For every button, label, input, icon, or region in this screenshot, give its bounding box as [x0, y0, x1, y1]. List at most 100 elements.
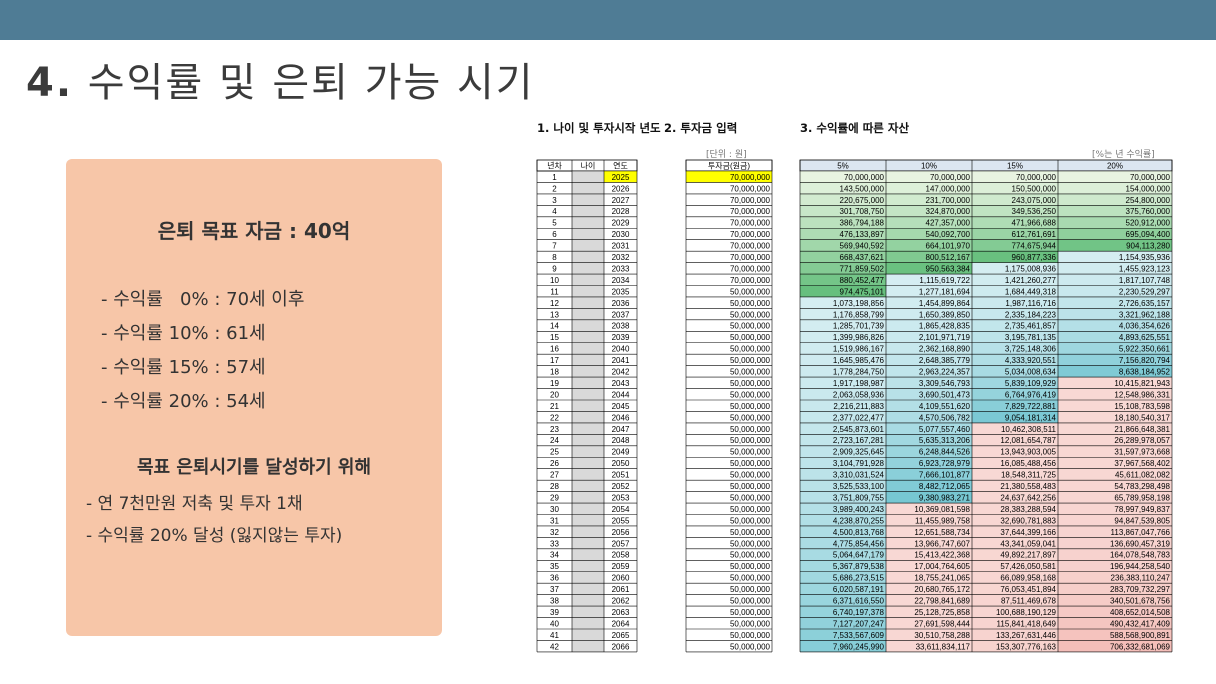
invest-cell: 50,000,000	[730, 413, 771, 422]
invest-cell: 50,000,000	[730, 562, 771, 571]
summary-panel: 은퇴 목표 자금 : 40억 - 수익률 0% : 70세 이후 - 수익률 1…	[66, 159, 442, 636]
rate-cell-bg	[1058, 274, 1172, 286]
rate-cell-bg	[1058, 503, 1172, 515]
rate-cell-bg	[800, 228, 886, 240]
rate-cell-bg	[800, 171, 886, 183]
rate-cell-bg	[1058, 193, 1172, 206]
asset-cell-20%: 65,789,958,198	[1114, 493, 1170, 502]
asset-cell-10%: 3,309,546,793	[919, 379, 971, 388]
asset-cell-15%: 133,267,631,446	[996, 631, 1057, 640]
asset-cell-5%: 569,940,592	[840, 242, 885, 251]
rate-cell-bg	[886, 262, 972, 275]
rate-cell-bg	[886, 251, 972, 263]
asset-cell-10%: 231,700,000	[926, 196, 971, 205]
rate-cell-bg	[886, 514, 972, 526]
asset-cell-10%: 70,000,000	[930, 173, 971, 182]
rate-cell-bg	[1058, 606, 1172, 618]
asset-cell-5%: 4,238,870,255	[833, 516, 885, 525]
asset-cell-15%: 2,335,184,223	[1005, 310, 1057, 319]
left-header-0: 년차	[547, 161, 562, 171]
rate-cell-bg	[800, 491, 886, 504]
asset-cell-15%: 18,548,311,725	[1001, 471, 1057, 480]
rate-cell-bg	[972, 606, 1058, 618]
asset-cell-5%: 5,367,879,538	[833, 562, 885, 571]
rate-cell-bg	[972, 548, 1058, 561]
year-cell: 2030	[612, 230, 630, 239]
asset-cell-5%: 6,020,587,191	[833, 585, 885, 594]
year-index-cell: 13	[550, 310, 559, 319]
asset-cell-10%: 1,277,181,694	[919, 287, 971, 296]
asset-cell-15%: 87,511,469,678	[1001, 597, 1057, 606]
asset-cell-10%: 11,455,989,758	[915, 516, 971, 525]
asset-cell-10%: 427,357,000	[926, 219, 971, 228]
rate-cell-bg	[800, 514, 886, 526]
rate-cell-bg	[800, 457, 886, 469]
year-cell: 2057	[612, 539, 630, 548]
asset-cell-15%: 115,841,418,649	[997, 619, 1057, 628]
rate-cell-bg	[886, 606, 972, 618]
rate-cell-bg	[972, 491, 1058, 504]
rate-cell-bg	[800, 617, 886, 629]
year-index-cell: 7	[552, 242, 557, 251]
year-index-cell: 3	[552, 196, 557, 205]
year-cell: 2049	[612, 448, 630, 457]
asset-cell-15%: 43,341,059,041	[1000, 539, 1056, 548]
rate-cell-bg	[886, 377, 972, 389]
asset-cell-10%: 25,128,725,858	[914, 608, 970, 617]
rate-cell-bg	[972, 594, 1058, 607]
asset-cell-20%: 283,709,732,297	[1110, 585, 1171, 594]
asset-cell-20%: 12,548,986,331	[1114, 390, 1170, 399]
year-index-cell: 10	[550, 276, 559, 285]
rate-cell-bg	[972, 239, 1058, 252]
year-index-cell: 8	[552, 253, 557, 262]
rate-cell-bg	[886, 388, 972, 400]
asset-cell-5%: 2,377,022,477	[833, 413, 885, 422]
invest-cell: 50,000,000	[730, 493, 771, 502]
year-cell: 2042	[612, 368, 630, 377]
asset-cell-10%: 1,454,899,864	[919, 299, 971, 308]
invest-cell: 70,000,000	[730, 219, 771, 228]
asset-cell-20%: 340,501,678,756	[1110, 597, 1171, 606]
rate-cell-bg	[1058, 228, 1172, 240]
rate-cell-bg	[800, 342, 886, 355]
asset-cell-5%: 301,708,750	[840, 207, 885, 216]
asset-cell-15%: 76,053,451,894	[1000, 585, 1056, 594]
year-cell: 2066	[612, 642, 630, 651]
asset-cell-10%: 9,380,983,271	[919, 493, 971, 502]
invest-cell: 50,000,000	[730, 299, 771, 308]
retire-item-15: - 수익률 15% : 57세	[101, 357, 266, 378]
year-index-cell: 15	[550, 333, 559, 342]
rate-cell-bg	[1058, 354, 1172, 366]
asset-cell-20%: 904,113,280	[1126, 242, 1170, 251]
rate-cell-bg	[886, 480, 972, 492]
rate-cell-bg	[972, 182, 1058, 194]
title-number: 4.	[26, 60, 74, 106]
rate-cell-bg	[800, 285, 886, 297]
asset-cell-10%: 6,923,728,979	[919, 459, 971, 468]
rate-cell-bg	[1058, 629, 1172, 641]
asset-cell-20%: 408,652,014,508	[1110, 608, 1171, 617]
rate-cell-bg	[886, 365, 972, 378]
asset-cell-5%: 974,475,101	[840, 287, 885, 296]
asset-cell-5%: 476,133,897	[840, 230, 885, 239]
rate-cell-bg	[886, 274, 972, 286]
asset-cell-5%: 1,519,986,167	[833, 345, 885, 354]
rate-cell-bg	[800, 274, 886, 286]
rate-cell-bg	[800, 583, 886, 595]
asset-cell-20%: 490,432,417,409	[1110, 619, 1171, 628]
invest-cell: 50,000,000	[730, 597, 771, 606]
asset-cell-5%: 220,675,000	[840, 196, 885, 205]
invest-cell: 50,000,000	[730, 287, 771, 296]
rate-cell-bg	[972, 640, 1058, 652]
asset-cell-5%: 1,285,701,739	[833, 322, 885, 331]
invest-cell: 50,000,000	[730, 390, 771, 399]
rate-cell-bg	[800, 216, 886, 229]
rate-cell-bg	[972, 480, 1058, 492]
asset-cell-15%: 16,085,488,456	[1000, 459, 1056, 468]
asset-cell-15%: 349,536,250	[1012, 207, 1057, 216]
asset-cell-20%: 375,760,000	[1126, 207, 1171, 216]
rate-header-2: 15%	[1007, 162, 1023, 171]
year-index-cell: 34	[550, 551, 559, 560]
rate-cell-bg	[1058, 205, 1172, 217]
